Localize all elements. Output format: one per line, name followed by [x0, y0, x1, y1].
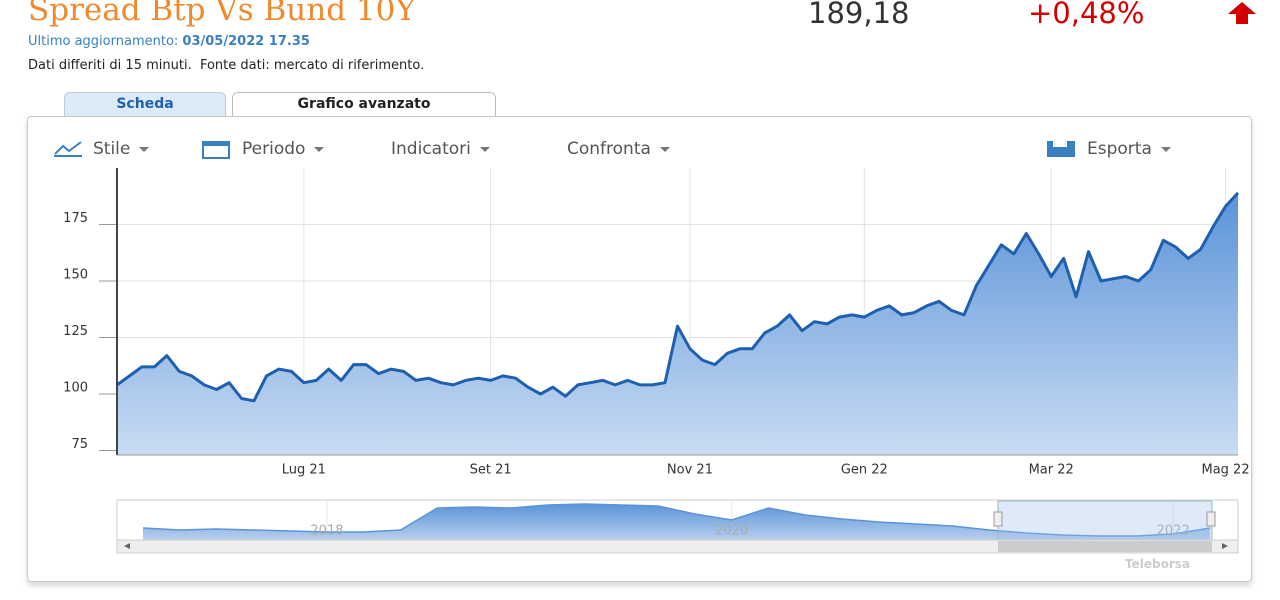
x-tick-label: Lug 21: [282, 463, 326, 478]
scroll-left: [124, 543, 130, 549]
scroll-right: [1222, 543, 1228, 549]
tab[interactable]: Scheda: [64, 92, 226, 116]
toolbar-button[interactable]: Periodo: [242, 139, 324, 159]
y-tick-label: 75: [71, 437, 88, 452]
nav-handle: [1206, 511, 1216, 527]
update-time: 03/05/2022 17.35: [182, 34, 310, 49]
credit: Teleborsa: [1125, 557, 1190, 571]
export-icon: [1047, 141, 1075, 157]
toolbar-button[interactable]: Confronta: [567, 139, 670, 159]
change: +0,48%: [1028, 0, 1145, 30]
x-tick-label: Mar 22: [1029, 463, 1074, 478]
x-tick-label: Mag 22: [1201, 463, 1249, 478]
x-tick-label: Set 21: [470, 463, 512, 478]
nav-selection: [997, 500, 1213, 541]
nav-label: 2020: [715, 524, 748, 539]
x-tick-label: Gen 22: [841, 463, 888, 478]
y-tick-label: 150: [63, 267, 88, 282]
note: Dati differiti di 15 minuti. Fonte dati:…: [28, 58, 425, 73]
update-info: Ultimo aggiornamento: 03/05/2022 17.35: [28, 34, 310, 49]
tab[interactable]: Grafico avanzato: [232, 92, 496, 116]
calendar-icon: [202, 141, 230, 159]
nav-handle: [993, 511, 1003, 527]
y-tick-label: 175: [63, 211, 88, 226]
toolbar-button[interactable]: Indicatori: [391, 139, 490, 159]
nav-line: [142, 503, 1211, 537]
scrollbar-thumb: [998, 541, 1212, 552]
x-tick-label: Nov 21: [667, 463, 713, 478]
nav-label: 2022: [1157, 524, 1190, 539]
toolbar-button[interactable]: Esporta: [1087, 139, 1171, 159]
line: [116, 191, 1240, 403]
last-value: 189,18: [808, 0, 910, 30]
scrollbar: [116, 539, 1239, 554]
y-tick-label: 100: [63, 380, 88, 395]
chart-panel: [27, 116, 1252, 582]
area: [117, 192, 1238, 455]
title: Spread Btp Vs Bund 10Y: [28, 0, 416, 28]
toolbar-button[interactable]: Stile: [93, 139, 149, 159]
update-label: Ultimo aggiornamento:: [28, 34, 179, 49]
y-tick-label: 125: [63, 324, 88, 339]
nav-label: 2018: [310, 524, 343, 539]
style-icon: [54, 141, 82, 157]
nav-area: [143, 504, 1210, 540]
up-arrow: [1228, 2, 1256, 24]
